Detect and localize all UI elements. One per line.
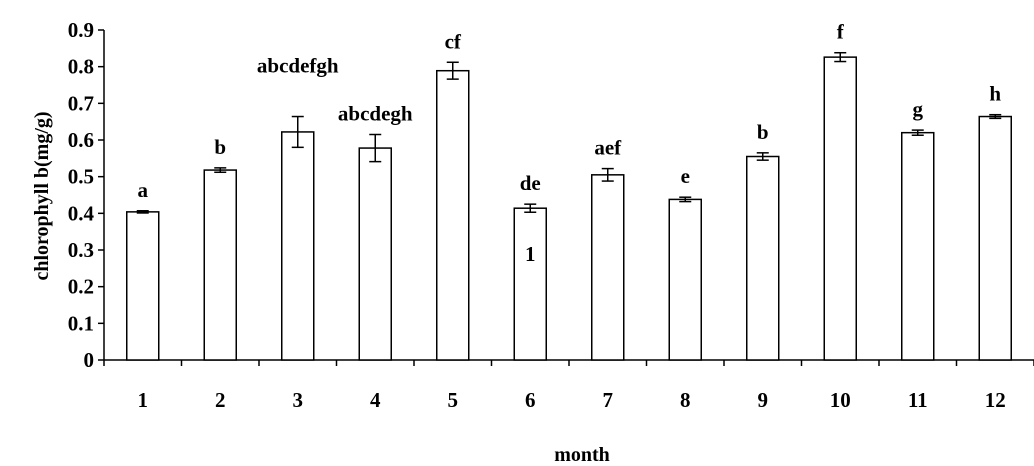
x-tick-label: 3 [293, 388, 304, 412]
x-tick-label: 1 [138, 388, 149, 412]
significance-label: b [757, 120, 769, 144]
x-tick-label: 7 [603, 388, 614, 412]
y-tick-label: 0.7 [68, 91, 94, 115]
y-tick-label: 0.1 [68, 311, 94, 335]
y-tick-label: 0.5 [68, 165, 94, 189]
y-tick-label: 0.4 [68, 201, 95, 225]
significance-label: de [520, 171, 541, 195]
bar [591, 174, 625, 361]
y-tick-label: 0 [84, 348, 95, 372]
bar [668, 198, 702, 361]
bar [203, 169, 237, 361]
x-tick-label: 5 [448, 388, 459, 412]
y-tick-label: 0.9 [68, 18, 94, 42]
y-tick-label: 0.2 [68, 275, 94, 299]
bar [358, 147, 392, 361]
x-tick-label: 2 [215, 388, 226, 412]
x-tick-label: 9 [758, 388, 769, 412]
bar [901, 131, 935, 361]
annotation-label: 1 [525, 242, 536, 266]
x-tick-label: 4 [370, 388, 381, 412]
significance-label: aef [594, 136, 622, 160]
bar [513, 207, 547, 361]
bar [823, 56, 857, 361]
bar [126, 211, 160, 361]
significance-label: h [989, 82, 1001, 106]
x-axis-title: month [554, 444, 610, 466]
y-tick-label: 0.3 [68, 238, 94, 262]
x-tick-label: 10 [830, 388, 851, 412]
x-tick-label: 12 [985, 388, 1006, 412]
plot-area: 0 0.1 0.2 0.3 0.4 0.5 0.6 0.7 0.8 0.9 a 1 b 2 abcdefgh… [68, 18, 1034, 412]
significance-label: a [138, 178, 149, 202]
significance-label: cf [445, 29, 462, 53]
x-tick-label: 8 [680, 388, 691, 412]
significance-label: e [681, 164, 690, 188]
bar [281, 131, 315, 361]
significance-label: b [214, 135, 226, 159]
significance-label: f [837, 20, 845, 44]
bar [436, 69, 470, 361]
bar [978, 115, 1012, 361]
significance-label: g [913, 97, 924, 121]
significance-label: abcdegh [338, 102, 413, 126]
x-tick-label: 11 [908, 388, 928, 412]
bar [746, 155, 780, 361]
y-tick-label: 0.8 [68, 55, 94, 79]
y-axis-title: chlorophyll b(mg/g) [31, 111, 53, 280]
x-tick-label: 6 [525, 388, 536, 412]
y-tick-label: 0.6 [68, 128, 94, 152]
significance-label: abcdefgh [257, 54, 339, 78]
